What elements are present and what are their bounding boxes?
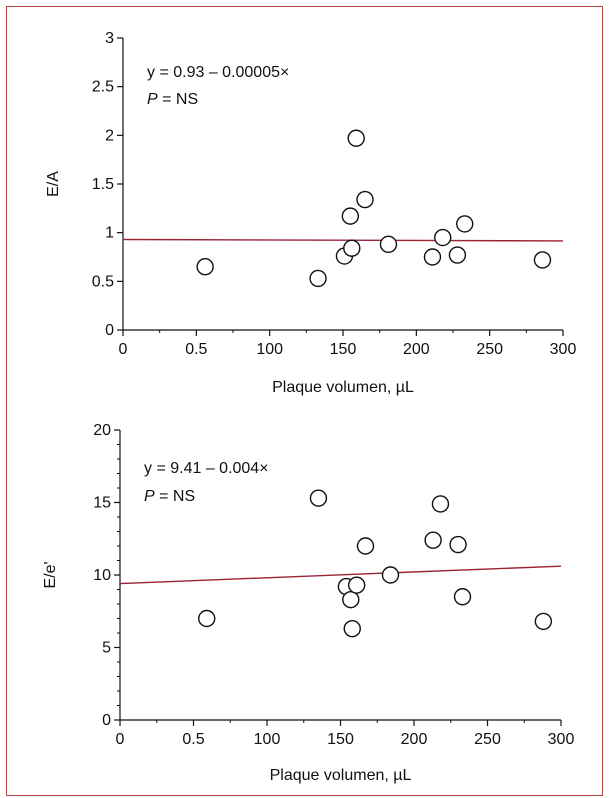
- x-tick-label: 0.5: [185, 341, 207, 358]
- x-tick-label: 200: [401, 731, 428, 748]
- y-tick-label: 1.5: [92, 176, 114, 193]
- data-point: [356, 190, 374, 209]
- regression-line-ee: [119, 565, 562, 585]
- x-tick-label: 150: [327, 731, 354, 748]
- x-tick-label: 250: [476, 341, 503, 358]
- data-point: [341, 207, 360, 225]
- y-tick-label: 10: [93, 567, 111, 584]
- y-tick-label: 15: [93, 495, 111, 512]
- p-symbol: P: [147, 91, 158, 108]
- data-point: [424, 531, 442, 549]
- x-tick-label: 300: [550, 341, 577, 358]
- regression-line-ea: [122, 238, 564, 242]
- data-point: [431, 495, 450, 513]
- y-tick-label: 1: [105, 225, 114, 242]
- data-point: [453, 588, 472, 606]
- x-tick-label: 150: [330, 341, 357, 358]
- data-point: [356, 537, 375, 555]
- data-point: [379, 235, 398, 254]
- data-point: [342, 590, 360, 609]
- data-point: [423, 248, 442, 266]
- p-value: = NS: [155, 488, 195, 505]
- y-tick-label: 3: [105, 30, 114, 47]
- y-tick-label: 2.5: [92, 79, 114, 96]
- data-point: [534, 612, 553, 631]
- x-axis-label-ea: Plaque volumen, µL: [272, 379, 414, 396]
- p-value-annotation-ea: P = NS: [147, 91, 198, 108]
- data-point: [434, 228, 452, 247]
- y-tick-label: 0.5: [92, 273, 114, 290]
- x-tick-label: 200: [403, 341, 430, 358]
- y-tick-label: 5: [102, 640, 111, 657]
- y-tick-label: 2: [105, 127, 114, 144]
- data-point: [381, 566, 400, 584]
- data-point: [449, 535, 467, 554]
- axes-ea: 0 0.5 1 1.5 2 2.5 3 0 0.5 100 150 200 250 300: [92, 30, 577, 358]
- p-value-annotation-ee: P = NS: [144, 488, 195, 505]
- y-tick-label: 20: [93, 422, 111, 439]
- equation-annotation-ee: y = 9.41 – 0.004×: [144, 460, 269, 477]
- x-tick-label: 100: [254, 731, 281, 748]
- y-axis-label-ee: E/e': [42, 561, 59, 588]
- y-axis-label-ea: E/A: [45, 171, 62, 197]
- chart-panel-ea: 0 0.5 1 1.5 2 2.5 3 0 0.5 100 150 200 250 300 y = 0.9…: [45, 30, 576, 396]
- data-point: [198, 609, 216, 628]
- data-point: [343, 239, 361, 257]
- data-point: [448, 246, 467, 264]
- x-tick-label: 250: [474, 731, 501, 748]
- x-tick-label: 300: [548, 731, 575, 748]
- regression-line: [122, 238, 564, 242]
- x-tick-label: 100: [256, 341, 283, 358]
- points-ee: [198, 489, 553, 638]
- points-ea: [196, 129, 552, 288]
- data-point: [347, 576, 366, 594]
- x-tick-label: 0.5: [182, 731, 204, 748]
- x-tick-label: 0: [116, 731, 125, 748]
- figure-frame: [6, 6, 603, 796]
- regression-line: [119, 565, 562, 585]
- data-point: [347, 129, 365, 147]
- data-point: [456, 215, 474, 233]
- x-axis-label-ee: Plaque volumen, µL: [270, 767, 412, 784]
- data-point: [309, 269, 327, 288]
- y-tick-label: 0: [105, 322, 114, 339]
- p-value: = NS: [158, 91, 198, 108]
- equation-annotation-ea: y = 0.93 – 0.00005×: [147, 64, 289, 81]
- data-point: [343, 619, 361, 638]
- p-symbol: P: [144, 488, 155, 505]
- x-tick-label: 0: [119, 341, 128, 358]
- data-point: [196, 258, 214, 276]
- data-point: [533, 251, 552, 269]
- data-point: [309, 489, 328, 507]
- y-tick-label: 0: [102, 712, 111, 729]
